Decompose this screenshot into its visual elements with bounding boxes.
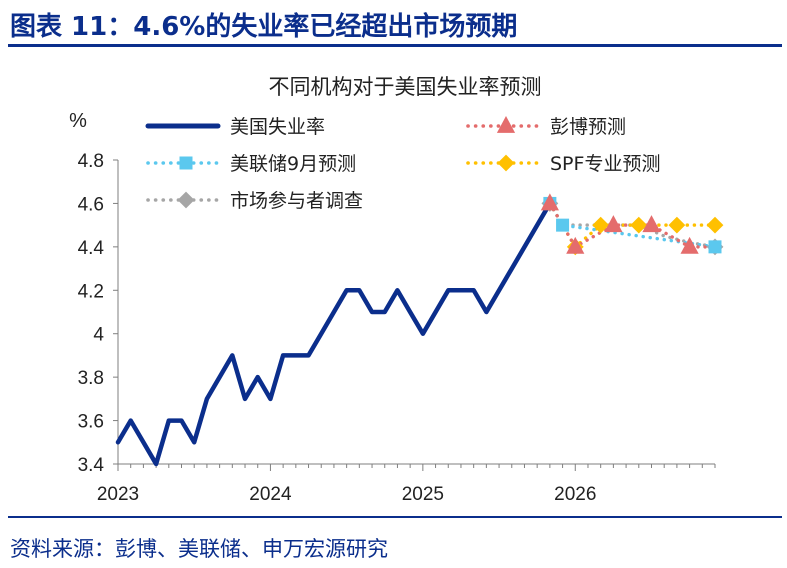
series-1-marker (642, 215, 661, 233)
title-divider (8, 44, 782, 47)
y-tick-label: 4.2 (78, 281, 104, 302)
y-tick-label: 4.6 (78, 194, 104, 215)
y-tick-label: 3.4 (78, 455, 105, 476)
axes: 3.4 3.6 3.8 4 4.2 4.4 4.6 4.8 2023 2024 2025 2026 (78, 151, 716, 505)
chart-title: 不同机构对于美国失业率预测 (269, 75, 542, 99)
series-2-marker (556, 218, 570, 232)
legend-label: 彭博预测 (550, 116, 626, 138)
series-3-marker (668, 216, 686, 234)
y-tick-label: 3.6 (78, 412, 104, 433)
y-tick-label: 3.8 (78, 368, 104, 389)
legend-marker (177, 191, 195, 209)
legend-entry-0: 美国失业率 (145, 116, 325, 138)
y-axis-unit-label: % (69, 110, 87, 132)
series-1-marker (566, 236, 585, 254)
series-lines (115, 201, 717, 467)
series-2-marker (708, 240, 722, 254)
series-3-marker (592, 216, 610, 234)
legend-marker (179, 156, 193, 170)
legend-entry-4: 市场参与者调查 (146, 190, 363, 212)
x-tick-label: 2025 (402, 484, 444, 505)
unemployment-forecast-chart: 不同机构对于美国失业率预测 % 3.4 3.6 3.8 4 4.2 4.4 4.6 4.8 20… (69, 75, 724, 505)
legend-marker (496, 115, 516, 133)
source-note: 资料来源：彭博、美联储、申万宏源研究 (10, 537, 388, 561)
legend-entry-1: 彭博预测 (466, 115, 626, 138)
legend-entry-3: SPF专业预测 (466, 153, 660, 175)
y-tick-label: 4.4 (78, 238, 105, 259)
legend-marker (497, 154, 515, 172)
legend-label: 美联储9月预测 (230, 153, 356, 175)
legend-label: 市场参与者调查 (230, 190, 363, 212)
x-tick-label: 2023 (97, 484, 139, 505)
series-markers (540, 193, 724, 256)
series-1-marker (604, 215, 623, 233)
figure-title: 图表 11：4.6%的失业率已经超出市场预期 (10, 12, 518, 42)
y-tick-label: 4.8 (78, 151, 104, 172)
x-tick-label: 2024 (249, 484, 292, 505)
bottom-divider (8, 516, 782, 518)
x-tick-label: 2026 (554, 484, 596, 505)
series-line-0 (115, 201, 553, 467)
series-1-marker (540, 193, 559, 211)
series-1-marker (680, 236, 699, 254)
legend-label: 美国失业率 (230, 116, 325, 138)
legend-entry-2: 美联储9月预测 (146, 153, 356, 175)
series-3-marker (630, 216, 648, 234)
y-tick-label: 4 (93, 325, 104, 346)
series-3-marker (706, 216, 724, 234)
legend-label: SPF专业预测 (550, 153, 660, 175)
